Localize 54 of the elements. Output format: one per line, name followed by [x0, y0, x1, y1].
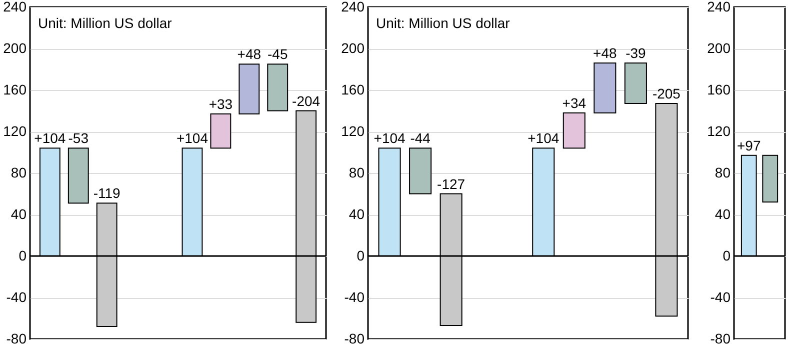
- bar: [238, 64, 260, 114]
- y-tick-label: -80: [6, 330, 27, 346]
- y-tick-label: 240: [3, 0, 27, 14]
- y-tick-label: 0: [722, 248, 731, 264]
- y-tick-label: 120: [341, 123, 365, 139]
- y-tick-label: 240: [707, 0, 731, 14]
- y-tick-label: 40: [714, 206, 731, 222]
- y-tick-label: 80: [348, 164, 365, 180]
- data-label: -127: [437, 176, 466, 192]
- y-tick-label: -80: [344, 330, 365, 346]
- data-label: +97: [737, 137, 761, 154]
- annotation: Unit: Million US dollar: [376, 15, 510, 31]
- data-label: -119: [93, 185, 121, 202]
- bar: [267, 64, 288, 112]
- data-label: -39: [626, 45, 646, 62]
- y-tick-label: 160: [707, 82, 731, 98]
- data-label: -44: [410, 130, 431, 146]
- y-tick-label: 0: [18, 248, 27, 264]
- y-tick-label: 40: [348, 206, 365, 222]
- y-tick-label: 240: [341, 0, 365, 14]
- bar: [594, 62, 616, 114]
- y-tick-label: 160: [3, 82, 27, 98]
- data-label: +104: [34, 130, 66, 146]
- data-label: -53: [68, 130, 89, 146]
- y-tick-label: -40: [710, 289, 731, 305]
- data-label: +104: [528, 130, 560, 146]
- annotation: Unit: Million US dollar: [38, 15, 172, 31]
- y-tick-label: 80: [10, 164, 27, 180]
- y-tick-label: -40: [6, 289, 27, 305]
- data-label: -205: [652, 85, 681, 102]
- bar: [409, 148, 432, 194]
- data-label: +34: [562, 94, 586, 111]
- bar: [210, 113, 232, 149]
- y-tick-label: 200: [341, 40, 365, 56]
- y-tick-label: 80: [714, 164, 731, 180]
- y-tick-label: -80: [710, 330, 731, 346]
- y-tick-label: 200: [707, 40, 731, 56]
- data-label: +33: [208, 96, 233, 112]
- bar: [68, 148, 89, 204]
- y-tick-label: 120: [3, 123, 27, 139]
- y-tick-label: 160: [341, 82, 365, 98]
- y-tick-label: 0: [356, 248, 365, 264]
- y-tick-label: 40: [10, 206, 27, 222]
- y-tick-label: -40: [344, 289, 365, 305]
- y-tick-label: 200: [3, 40, 27, 56]
- data-label: -45: [268, 46, 288, 62]
- bar: [624, 62, 647, 104]
- data-label: +104: [176, 130, 208, 146]
- y-tick-label: 120: [707, 123, 731, 139]
- data-label: +48: [237, 46, 262, 62]
- data-label: +48: [593, 45, 618, 62]
- data-label: +104: [374, 130, 406, 146]
- bar: [562, 112, 586, 149]
- data-label: -204: [292, 92, 320, 109]
